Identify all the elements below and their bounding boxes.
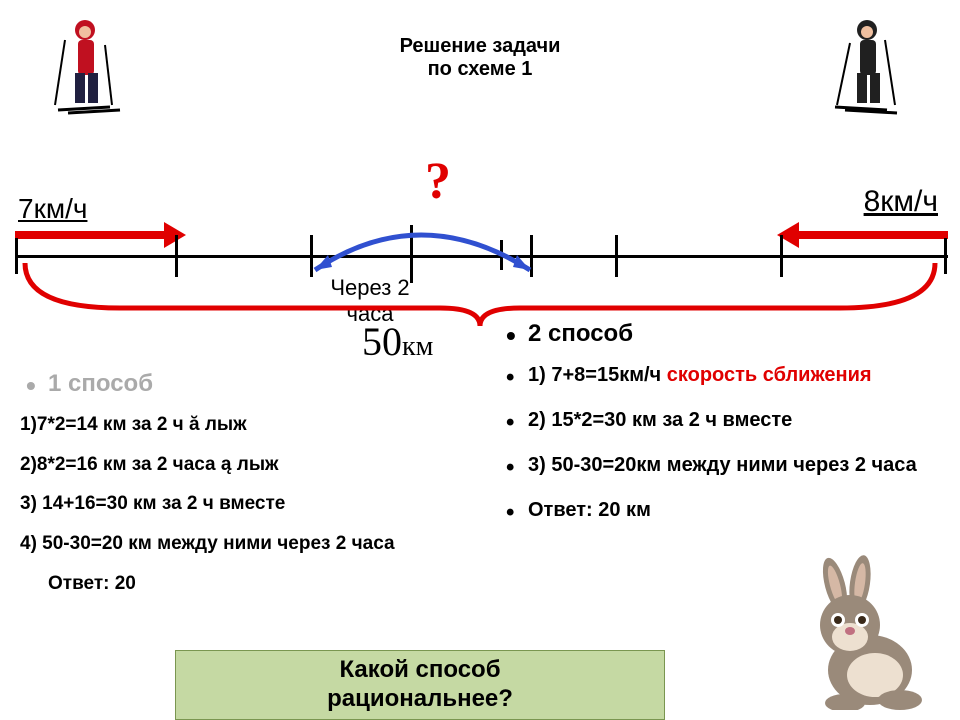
method1-title: 1 способ — [20, 370, 460, 398]
arrow-left-icon — [15, 231, 170, 239]
method2-answer: Ответ: 20 км — [500, 497, 940, 524]
method2-step: 3) 50-30=20км между ними через 2 часа — [500, 452, 940, 479]
bottom-q-line2: рациональнее? — [327, 685, 513, 714]
method2-step1: 1) 7+8=15км/ч скорость сближения — [500, 362, 940, 389]
tick — [944, 238, 947, 274]
distance-unit: км — [402, 331, 433, 362]
distance-value: 50 — [362, 319, 402, 364]
bottom-q-line1: Какой способ — [327, 656, 513, 685]
distance-label: 50км — [362, 318, 433, 365]
arrow-right-icon — [793, 231, 948, 239]
speed-right-label: 8км/ч — [864, 185, 938, 219]
speed-left-label: 7км/ч — [18, 193, 87, 225]
question-mark: ? — [425, 152, 451, 211]
tick — [15, 238, 18, 274]
method1-step: 3) 14+16=30 км за 2 ч вместе — [20, 491, 460, 517]
method2-title: 2 способ — [500, 320, 940, 348]
red-bracket-icon — [20, 258, 940, 328]
method2-step: 2) 15*2=30 км за 2 ч вместе — [500, 407, 940, 434]
solution-method-2: 2 способ 1) 7+8=15км/ч скорость сближени… — [500, 320, 940, 542]
title-line2: по схеме 1 — [400, 58, 561, 81]
method2-step1-black: 1) 7+8=15км/ч — [528, 364, 667, 386]
title-line1: Решение задачи — [400, 35, 561, 58]
method1-step: 4) 50-30=20 км между ними через 2 часа — [20, 531, 460, 557]
page-title: Решение задачи по схеме 1 — [400, 35, 561, 81]
skier-right-icon — [825, 15, 905, 125]
solution-method-1: 1 способ 1)7*2=14 км за 2 ч ӑ лыж 2)8*2=… — [20, 370, 460, 610]
method1-step: 2)8*2=16 км за 2 часа ą лыж — [20, 452, 460, 478]
method1-step: 1)7*2=14 км за 2 ч ӑ лыж — [20, 412, 460, 438]
bunny-icon — [790, 555, 940, 710]
method1-answer: Ответ: 20 — [48, 571, 460, 597]
bottom-question-box: Какой способ рациональнее? — [175, 650, 665, 720]
skier-left-icon — [50, 15, 130, 125]
method2-step1-red: скорость сближения — [667, 364, 872, 386]
